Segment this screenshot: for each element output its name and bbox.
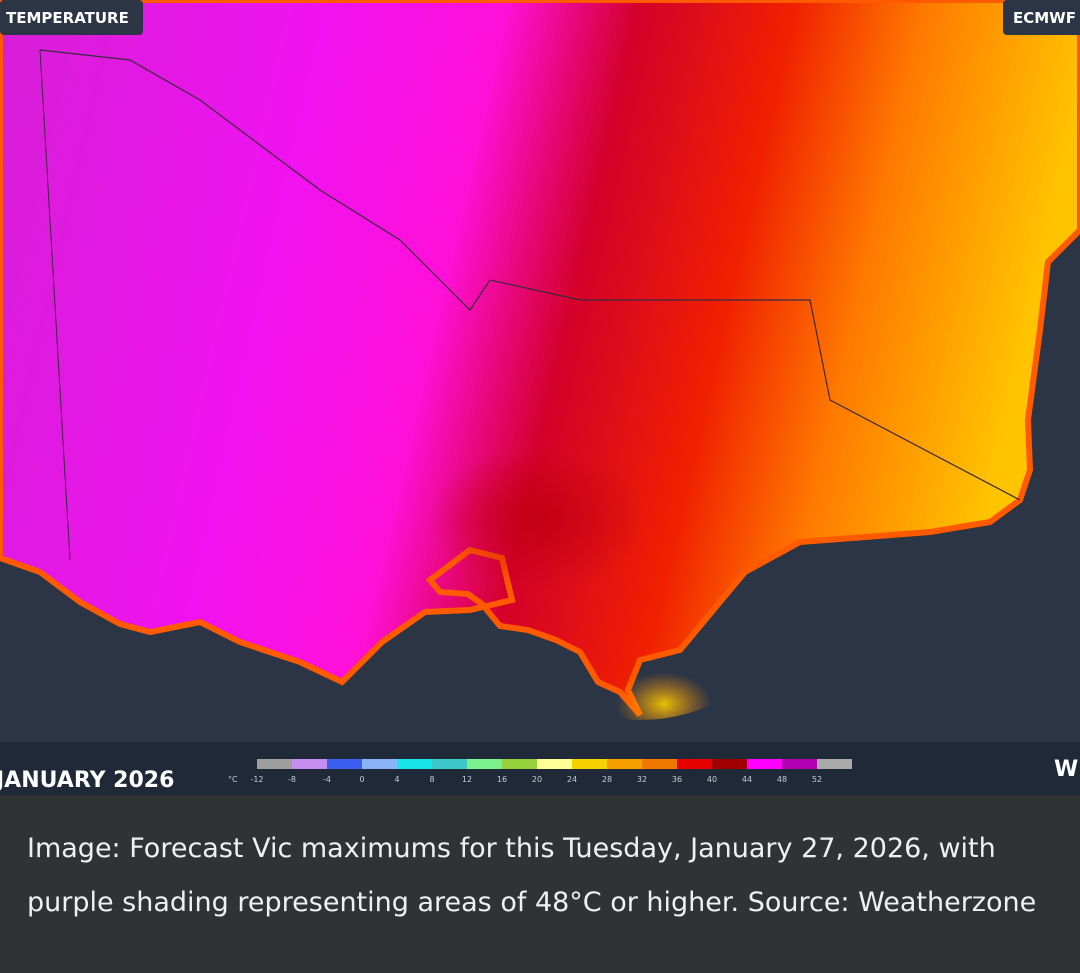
legend-swatch [712, 759, 747, 769]
legend-swatch [257, 759, 292, 769]
legend-tick-label: 20 [532, 775, 542, 784]
legend-swatch [817, 759, 852, 769]
legend: -12 -8 -4 0 4 8 12 16 20 24 28 32 36 40 44 48 52 [250, 759, 852, 784]
legend-swatch [642, 759, 677, 769]
coast-warm [520, 560, 760, 720]
badge [0, 0, 143, 35]
legend-swatch [572, 759, 607, 769]
legend-swatch [607, 759, 642, 769]
legend-tick-label: -12 [250, 775, 263, 784]
legend-swatch [327, 759, 362, 769]
map: TEMPERATURE ECMWF JANUARY 2026 W °C -12 -… [0, 0, 1080, 795]
legend-swatch [432, 759, 467, 769]
state-border [39, 49, 1021, 501]
legend-tick-label: 44 [742, 775, 752, 784]
legend-tick-label: 40 [707, 775, 717, 784]
badge-label: TEMPERATURE [6, 9, 129, 27]
legend-unit: °C [228, 775, 238, 784]
legend-swatch [502, 759, 537, 769]
legend-tick-label: -8 [288, 775, 296, 784]
legend-swatch [677, 759, 712, 769]
legend-tick-label: 32 [637, 775, 647, 784]
date: JANUARY 2026 [0, 768, 174, 793]
legend-tick-label: 24 [567, 775, 577, 784]
legend-tick-label: 48 [777, 775, 787, 784]
legend-tick-label: 28 [602, 775, 612, 784]
legend-tick-label: 36 [672, 775, 682, 784]
legend-tick-label: 0 [359, 775, 364, 784]
legend-swatch [467, 759, 502, 769]
legend-tick-label: 16 [497, 775, 507, 784]
edge-letter: W [1054, 757, 1078, 782]
legend-swatch [397, 759, 432, 769]
legend-tick-label: 52 [812, 775, 822, 784]
legend-tick-label: 4 [394, 775, 399, 784]
heat-core [340, 350, 700, 590]
legend-tick-label: 8 [429, 775, 434, 784]
legend-swatch [747, 759, 782, 769]
badge-label: ECMWF [1013, 9, 1076, 27]
legend-swatch [537, 759, 572, 769]
legend-swatch [292, 759, 327, 769]
legend-swatch [782, 759, 817, 769]
badge [1003, 0, 1080, 35]
legend-swatch [362, 759, 397, 769]
caption: Image: Forecast Vic maximums for this Tu… [27, 833, 1037, 918]
state-border [39, 49, 71, 561]
legend-tick-label: -4 [323, 775, 331, 784]
legend-tick-label: 12 [462, 775, 472, 784]
